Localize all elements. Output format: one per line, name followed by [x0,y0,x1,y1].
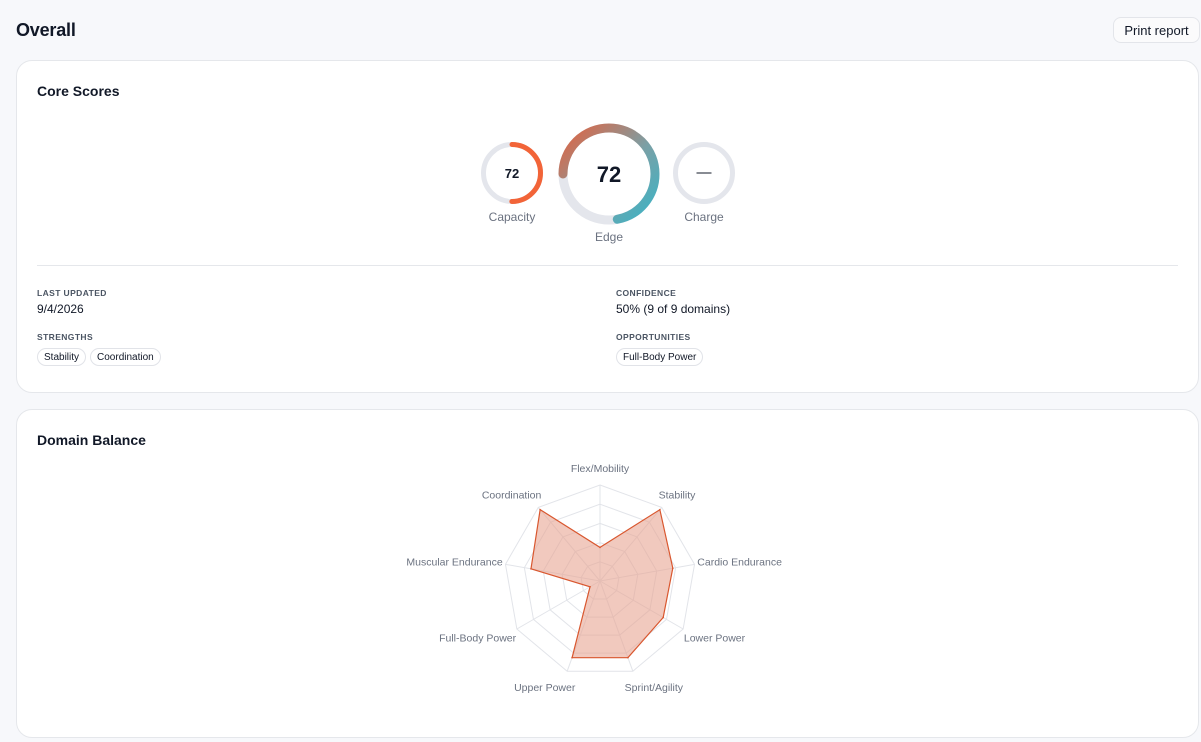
capacity-gauge[interactable]: 72 Capacity [480,141,544,225]
confidence-value: 50% (9 of 9 domains) [616,302,731,316]
edge-gauge[interactable]: 72 Edge [556,121,662,247]
radar-axis-label: Stability [659,489,697,501]
core-divider [37,265,1178,266]
radar-point [599,546,601,549]
radar-point [530,568,532,570]
strengths-label: STRENGTHS [37,332,94,342]
radar-axis-label: Full-Body Power [439,633,517,645]
confidence-label: CONFIDENCE [616,288,677,298]
charge-gauge-ring [673,142,735,204]
charge-value: — [696,164,712,181]
print-report-button[interactable]: Print report [1113,17,1200,43]
capacity-gauge-ring [481,142,543,204]
radar-series-area [530,508,674,659]
radar-point [671,567,674,569]
opportunities-label: OPPORTUNITIES [616,332,691,342]
radar-axis-label: Sprint/Agility [625,682,684,694]
domain-balance-card: Domain Balance Flex/Mobility Stability Car… [16,409,1199,738]
charge-label: Charge [684,210,724,224]
last-updated-label: LAST UPDATED [37,288,107,298]
radar-axis-label: Coordination [482,489,542,501]
radar-axis-label: Upper Power [514,682,576,694]
radar-point [627,656,629,659]
opportunity-chip: Full-Body Power [616,348,704,366]
radar-axis-label: Lower Power [684,633,746,645]
radar-axis-label: Flex/Mobility [571,463,630,475]
radar-axis-label: Muscular Endurance [406,556,502,568]
core-scores-card: Core Scores 72 Capacity [16,60,1199,393]
edge-label: Edge [594,230,624,244]
page-title: Overall [16,20,76,40]
radar-axis-label: Cardio Endurance [697,556,782,568]
capacity-label: Capacity [488,210,536,224]
radar-chart: Flex/Mobility Stability Cardio Endurance Lo… [17,410,1198,737]
edge-value: 72 [596,162,622,187]
radar-point [662,616,664,619]
radar-spoke [516,580,601,630]
strengths-chips: Stability Coordination [37,348,161,366]
radar-chart-svg: Flex/Mobility Stability Cardio Endurance Lo… [406,463,782,694]
last-updated-value: 9/4/2026 [37,302,84,316]
edge-gauge-ring [558,123,660,225]
core-scores-title: Core Scores [37,83,120,99]
opportunities-chips: Full-Body Power [616,348,704,366]
charge-gauge[interactable]: — Charge [672,141,736,225]
strength-chip: Coordination [90,348,161,366]
radar-point [589,585,591,588]
radar-point [571,656,573,659]
strength-chip: Stability [37,348,87,366]
radar-point [659,508,661,511]
capacity-value: 72 [504,166,520,181]
domain-balance-title: Domain Balance [37,432,146,448]
radar-point [539,508,541,511]
gauges-row: 72 Capacity 72 Edge [17,61,1198,261]
radar-grid-ring [504,484,696,672]
